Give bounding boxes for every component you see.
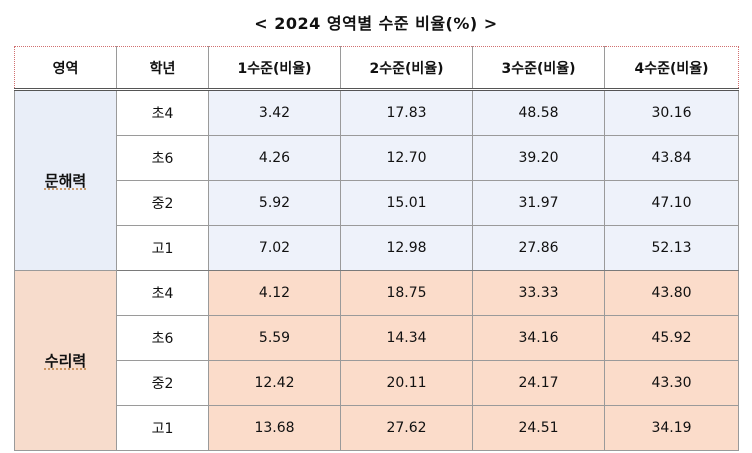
table-row: 중2 12.42 20.11 24.17 43.30 bbox=[15, 360, 739, 406]
area-numeracy: 수리력 bbox=[14, 270, 117, 451]
header-level-2: 2수준(비율) bbox=[340, 46, 473, 91]
value-cell: 34.16 bbox=[472, 315, 605, 361]
area-numeracy-label: 수리력 bbox=[44, 352, 87, 370]
value-cell: 30.16 bbox=[604, 89, 739, 136]
table-row: 중2 5.92 15.01 31.97 47.10 bbox=[15, 180, 739, 226]
area-literacy-label: 문해력 bbox=[44, 172, 87, 190]
value-cell: 27.62 bbox=[340, 405, 473, 451]
value-cell: 20.11 bbox=[340, 360, 473, 406]
value-cell: 48.58 bbox=[472, 89, 605, 136]
grade-cell: 고1 bbox=[116, 405, 209, 451]
value-cell: 17.83 bbox=[340, 89, 473, 136]
value-cell: 5.59 bbox=[208, 315, 341, 361]
header-level-1: 1수준(비율) bbox=[208, 46, 341, 91]
table-row: 초6 5.59 14.34 34.16 45.92 bbox=[15, 315, 739, 361]
value-cell: 12.98 bbox=[340, 225, 473, 271]
header-level-3: 3수준(비율) bbox=[472, 46, 605, 91]
value-cell: 24.51 bbox=[472, 405, 605, 451]
value-cell: 43.80 bbox=[604, 270, 739, 316]
value-cell: 45.92 bbox=[604, 315, 739, 361]
value-cell: 31.97 bbox=[472, 180, 605, 226]
value-cell: 12.42 bbox=[208, 360, 341, 406]
area-literacy: 문해력 bbox=[14, 89, 117, 271]
value-cell: 15.01 bbox=[340, 180, 473, 226]
header-row: 영역 학년 1수준(비율) 2수준(비율) 3수준(비율) 4수준(비율) bbox=[14, 46, 739, 91]
value-cell: 5.92 bbox=[208, 180, 341, 226]
table-row: 고1 7.02 12.98 27.86 52.13 bbox=[15, 225, 739, 271]
value-cell: 12.70 bbox=[340, 135, 473, 181]
level-ratio-table: 영역 학년 1수준(비율) 2수준(비율) 3수준(비율) 4수준(비율) 문해… bbox=[14, 46, 739, 451]
value-cell: 43.30 bbox=[604, 360, 739, 406]
value-cell: 7.02 bbox=[208, 225, 341, 271]
value-cell: 24.17 bbox=[472, 360, 605, 406]
grade-cell: 초6 bbox=[116, 135, 209, 181]
grade-cell: 중2 bbox=[116, 360, 209, 406]
value-cell: 18.75 bbox=[340, 270, 473, 316]
table-row: 초6 4.26 12.70 39.20 43.84 bbox=[15, 135, 739, 181]
table-title: < 2024 영역별 수준 비율(%) > bbox=[254, 14, 498, 33]
grade-cell: 초6 bbox=[116, 315, 209, 361]
table-row: 고1 13.68 27.62 24.51 34.19 bbox=[15, 405, 739, 451]
value-cell: 27.86 bbox=[472, 225, 605, 271]
value-cell: 3.42 bbox=[208, 89, 341, 136]
header-level-4: 4수준(비율) bbox=[604, 46, 739, 91]
value-cell: 34.19 bbox=[604, 405, 739, 451]
grade-cell: 초4 bbox=[116, 270, 209, 316]
value-cell: 33.33 bbox=[472, 270, 605, 316]
table-row: 수리력 초4 4.12 18.75 33.33 43.80 bbox=[14, 270, 739, 451]
grade-cell: 고1 bbox=[116, 225, 209, 271]
value-cell: 39.20 bbox=[472, 135, 605, 181]
value-cell: 43.84 bbox=[604, 135, 739, 181]
value-cell: 13.68 bbox=[208, 405, 341, 451]
header-area: 영역 bbox=[14, 46, 117, 91]
table-row: 문해력 초4 3.42 17.83 48.58 30.16 bbox=[14, 89, 739, 271]
value-cell: 52.13 bbox=[604, 225, 739, 271]
grade-cell: 중2 bbox=[116, 180, 209, 226]
value-cell: 4.12 bbox=[208, 270, 341, 316]
header-grade: 학년 bbox=[116, 46, 209, 91]
value-cell: 4.26 bbox=[208, 135, 341, 181]
value-cell: 14.34 bbox=[340, 315, 473, 361]
grade-cell: 초4 bbox=[116, 89, 209, 136]
value-cell: 47.10 bbox=[604, 180, 739, 226]
